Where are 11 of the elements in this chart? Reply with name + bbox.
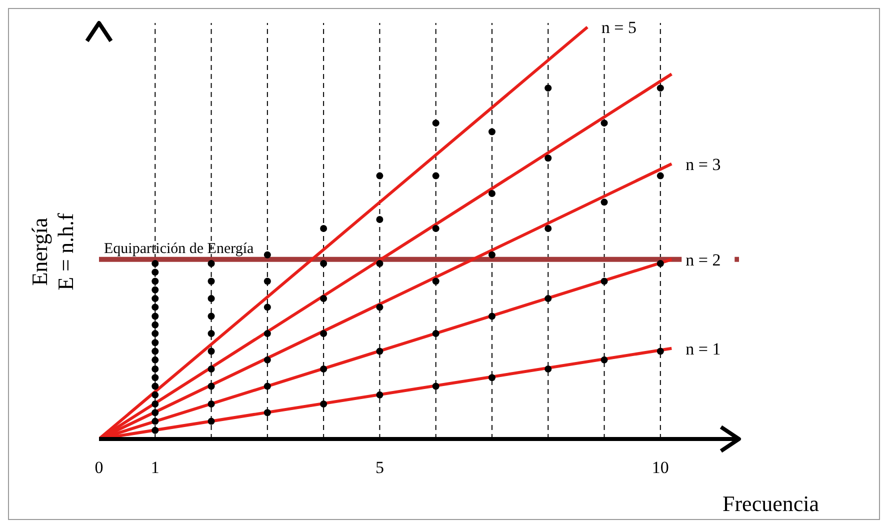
series-label: n = 1 xyxy=(686,339,721,358)
ref-line-label: Equipartición de Energía xyxy=(104,241,254,258)
x-tick-label: 10 xyxy=(652,458,669,478)
series-label: n = 2 xyxy=(686,250,721,270)
y-axis-title: Energía E = n.h.f xyxy=(27,212,78,290)
series-label: n = 5 xyxy=(601,18,637,38)
x-tick-label: 1 xyxy=(150,458,160,478)
x-axis-title: Frecuencia xyxy=(722,491,820,516)
x-tick-label: 5 xyxy=(375,458,384,478)
x-tick-label: 0 xyxy=(94,458,104,478)
series-label: n = 3 xyxy=(686,154,721,174)
